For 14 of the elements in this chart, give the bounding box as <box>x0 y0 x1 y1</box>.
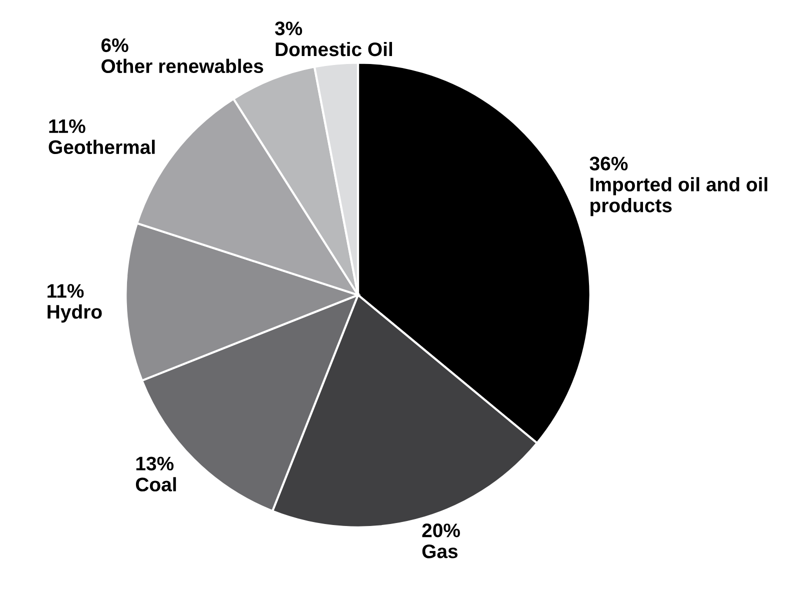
slice-label: Domestic Oil <box>276 42 392 56</box>
data-label: 3% <box>274 22 302 36</box>
data-label: 36% <box>590 156 628 170</box>
slice-label: Hydro <box>48 304 102 323</box>
slice-label: Other renewables <box>102 58 264 74</box>
data-label: 11% <box>48 284 84 298</box>
slice-label: Geothermal <box>48 140 155 154</box>
data-label: 6% <box>101 38 128 52</box>
data-label: 20% <box>422 524 460 538</box>
data-label: 13% <box>136 456 174 471</box>
slice-label: Gas <box>422 544 458 558</box>
slice-label: Coal <box>136 477 176 492</box>
slice-label: Imported oil and oil products <box>590 177 768 216</box>
data-label: 11% <box>49 119 86 134</box>
